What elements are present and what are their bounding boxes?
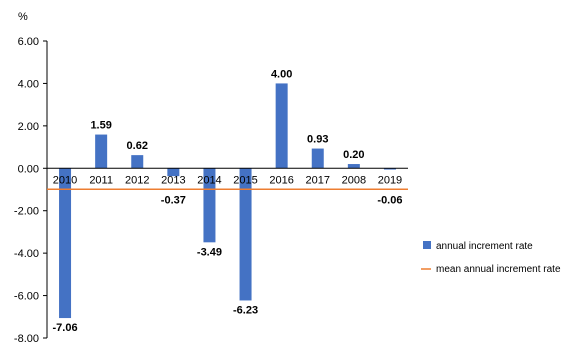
y-tick-label: 6.00 xyxy=(18,36,39,48)
bar-2017 xyxy=(311,148,324,169)
data-label: 4.00 xyxy=(271,68,292,80)
data-label: -0.37 xyxy=(161,194,186,206)
legend-bar-label: annual increment rate xyxy=(436,241,533,252)
data-label: 0.20 xyxy=(343,149,364,161)
data-label: 0.62 xyxy=(127,140,148,152)
category-label: 2010 xyxy=(53,174,77,186)
data-label: -3.49 xyxy=(197,246,222,258)
category-label: 2011 xyxy=(89,174,113,186)
category-label: 2012 xyxy=(125,174,149,186)
y-unit-label: % xyxy=(18,11,28,23)
bar-2019 xyxy=(383,168,396,170)
bar-2013 xyxy=(167,168,180,177)
y-tick-label: 0.00 xyxy=(18,163,39,175)
bar-2012 xyxy=(131,155,144,169)
data-label: -6.23 xyxy=(233,304,258,316)
bar-2015 xyxy=(239,168,252,301)
category-label: 2015 xyxy=(233,174,257,186)
legend-bar-swatch xyxy=(423,241,431,249)
data-label: -7.06 xyxy=(53,322,78,334)
y-tick-label: 4.00 xyxy=(18,78,39,90)
y-tick-label: -4.00 xyxy=(14,248,39,260)
data-label: -0.06 xyxy=(377,194,402,206)
legend-line-label: mean annual increment rate xyxy=(436,264,561,275)
bar-2011 xyxy=(95,134,108,169)
category-label: 2008 xyxy=(342,174,366,186)
y-tick-label: 2.00 xyxy=(18,121,39,133)
category-label: 2013 xyxy=(161,174,185,186)
bar-2008 xyxy=(347,164,360,169)
y-tick-label: -6.00 xyxy=(14,291,39,303)
category-label: 2014 xyxy=(197,174,221,186)
category-label: 2016 xyxy=(269,174,293,186)
data-label: 1.59 xyxy=(90,120,111,132)
bar-2014 xyxy=(203,168,216,243)
legend: annual increment rate mean annual increm… xyxy=(421,241,561,275)
bar-2010 xyxy=(59,168,72,319)
category-label: 2017 xyxy=(306,174,330,186)
y-tick-label: -8.00 xyxy=(14,333,39,345)
y-tick-label: -2.00 xyxy=(14,206,39,218)
data-label: 0.93 xyxy=(307,134,328,146)
category-label: 2019 xyxy=(378,174,402,186)
bar-2016 xyxy=(275,83,288,169)
